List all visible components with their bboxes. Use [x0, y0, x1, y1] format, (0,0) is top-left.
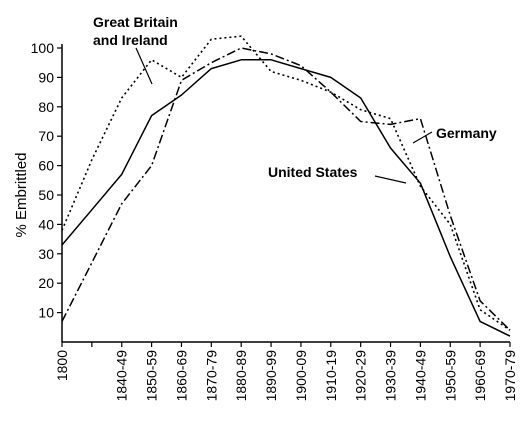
x-tick-label: 1840-49	[114, 350, 130, 402]
y-tick-label: 40	[38, 216, 54, 232]
y-ticks: 10 20 30 40 50 60 70 80 90 100	[31, 40, 62, 321]
x-tick-label: 1880-89	[233, 350, 249, 402]
x-tick-label: 1900-09	[293, 350, 309, 402]
x-tick-label: 1890-99	[263, 350, 279, 402]
annotation-leader-germany	[412, 131, 433, 144]
series-line-germany	[61, 47, 511, 331]
x-tick-label: 1910-19	[323, 350, 339, 402]
y-tick-label: 50	[38, 187, 54, 203]
series-line-united-states	[61, 59, 511, 337]
y-axis-label: % Embrittled	[13, 152, 30, 237]
annotation-great-britain-and-ireland: Great Britain and Ireland	[93, 14, 178, 48]
x-tick-label: 1970-79	[502, 350, 518, 402]
chart-axes	[61, 44, 510, 343]
y-tick-label: 70	[38, 128, 54, 144]
y-tick-label: 10	[38, 305, 54, 321]
x-tick-label: 1860-69	[173, 350, 189, 402]
annotation-germany: Germany	[436, 125, 497, 141]
y-tick-label: 20	[38, 275, 54, 291]
x-tick-label: 1960-69	[472, 350, 488, 402]
x-tick-label: 1950-59	[442, 350, 458, 402]
x-ticks: 1800 1840-49 1850-59 1860-69 1870-79 1880-89 1…	[54, 342, 518, 401]
x-tick-label: 1930-39	[383, 350, 399, 402]
series-line-great-britain-and-ireland	[61, 35, 511, 331]
annotation-leader-united-states	[374, 175, 407, 184]
y-tick-label: 100	[31, 40, 55, 56]
y-tick-label: 80	[38, 99, 54, 115]
y-tick-label: 60	[38, 158, 54, 174]
annotation-leader-great-britain-and-ireland	[135, 47, 153, 85]
x-tick-label: 1850-59	[144, 350, 160, 402]
x-tick-label: 1920-29	[353, 350, 369, 402]
y-tick-label: 30	[38, 246, 54, 262]
x-tick-label: 1800	[54, 350, 70, 381]
series-layer	[61, 35, 511, 337]
annotation-united-states: United States	[268, 164, 358, 180]
annotation-layer: Great Britain and Ireland Germany United St…	[93, 14, 497, 184]
y-tick-label: 90	[38, 69, 54, 85]
x-tick-label: 1870-79	[203, 350, 219, 402]
x-tick-label: 1940-49	[412, 350, 428, 402]
